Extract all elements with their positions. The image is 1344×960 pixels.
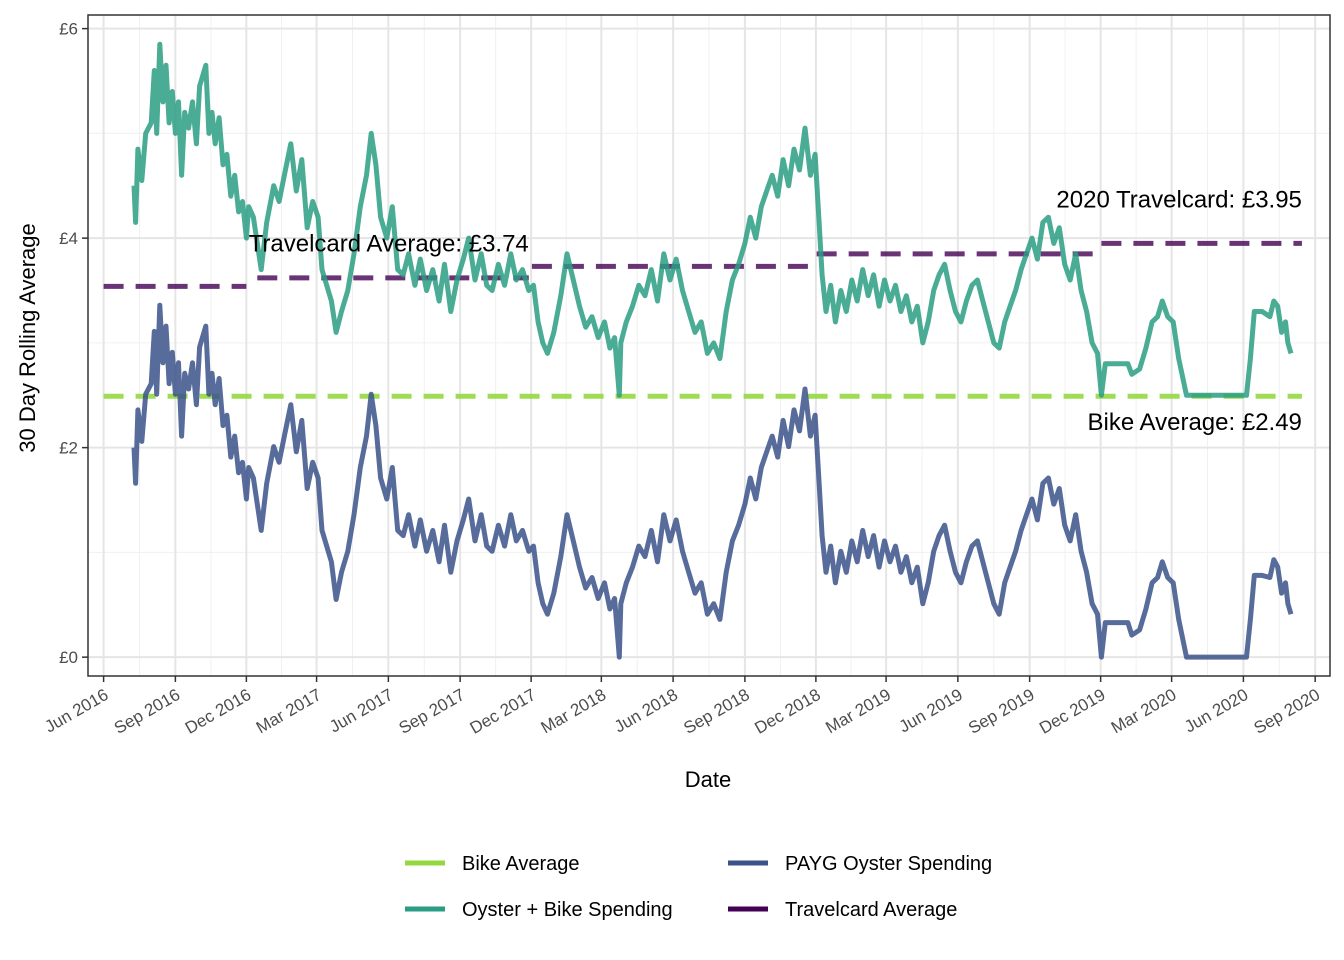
panel-frame [87, 14, 1331, 677]
annotations: Travelcard Average: £3.74 2020 Travelcard… [249, 187, 1302, 436]
x-tick-label: Dec 2019 [1036, 685, 1109, 738]
y-tick-label: £0 [59, 648, 78, 667]
x-tick-label: Jun 2018 [611, 685, 681, 736]
x-tick-label: Jun 2020 [1181, 685, 1251, 736]
x-tick-label: Jun 2017 [326, 685, 396, 736]
y-tick-label: £4 [59, 229, 78, 248]
x-tick-label: Mar 2018 [538, 685, 610, 737]
y-axis-title: 30 Day Rolling Average [15, 223, 40, 453]
series-layer [103, 41, 1302, 660]
annotation-label: 2020 Travelcard: £3.95 [1056, 187, 1302, 214]
x-tick-label: Jun 2016 [42, 685, 112, 736]
y-tick-label: £2 [59, 439, 78, 458]
x-tick-label: Dec 2018 [751, 685, 824, 738]
panel-border [87, 14, 1331, 677]
legend-label: Travelcard Average [785, 899, 957, 921]
x-tick-label: Sep 2019 [965, 685, 1038, 738]
x-axis-title: Date [685, 767, 731, 792]
x-tick-label: Sep 2018 [680, 685, 753, 738]
series-oyster-bike-spending-line [131, 41, 1294, 398]
legend-label: PAYG Oyster Spending [785, 853, 992, 875]
legend-label: Oyster + Bike Spending [462, 899, 673, 921]
x-tick-label: Dec 2016 [182, 685, 255, 738]
x-tick-label: Sep 2020 [1251, 685, 1324, 738]
x-tick-label: Sep 2016 [111, 685, 184, 738]
series-payg-oyster-spending-line [131, 302, 1294, 660]
x-tick-label: Sep 2017 [396, 685, 469, 738]
annotation-label: Bike Average: £2.49 [1088, 409, 1302, 436]
x-tick-label: Dec 2017 [467, 685, 540, 738]
annotation-label: Travelcard Average: £3.74 [249, 231, 529, 258]
y-tick-label: £6 [59, 20, 78, 39]
x-tick-label: Jun 2019 [896, 685, 966, 736]
legend-label: Bike Average [462, 853, 580, 875]
legend: Bike Average Oyster + Bike Spending PAYG O… [405, 853, 992, 921]
x-tick-label: Mar 2017 [253, 685, 325, 737]
x-tick-label: Mar 2020 [1108, 685, 1180, 737]
x-tick-label: Mar 2019 [822, 685, 894, 737]
